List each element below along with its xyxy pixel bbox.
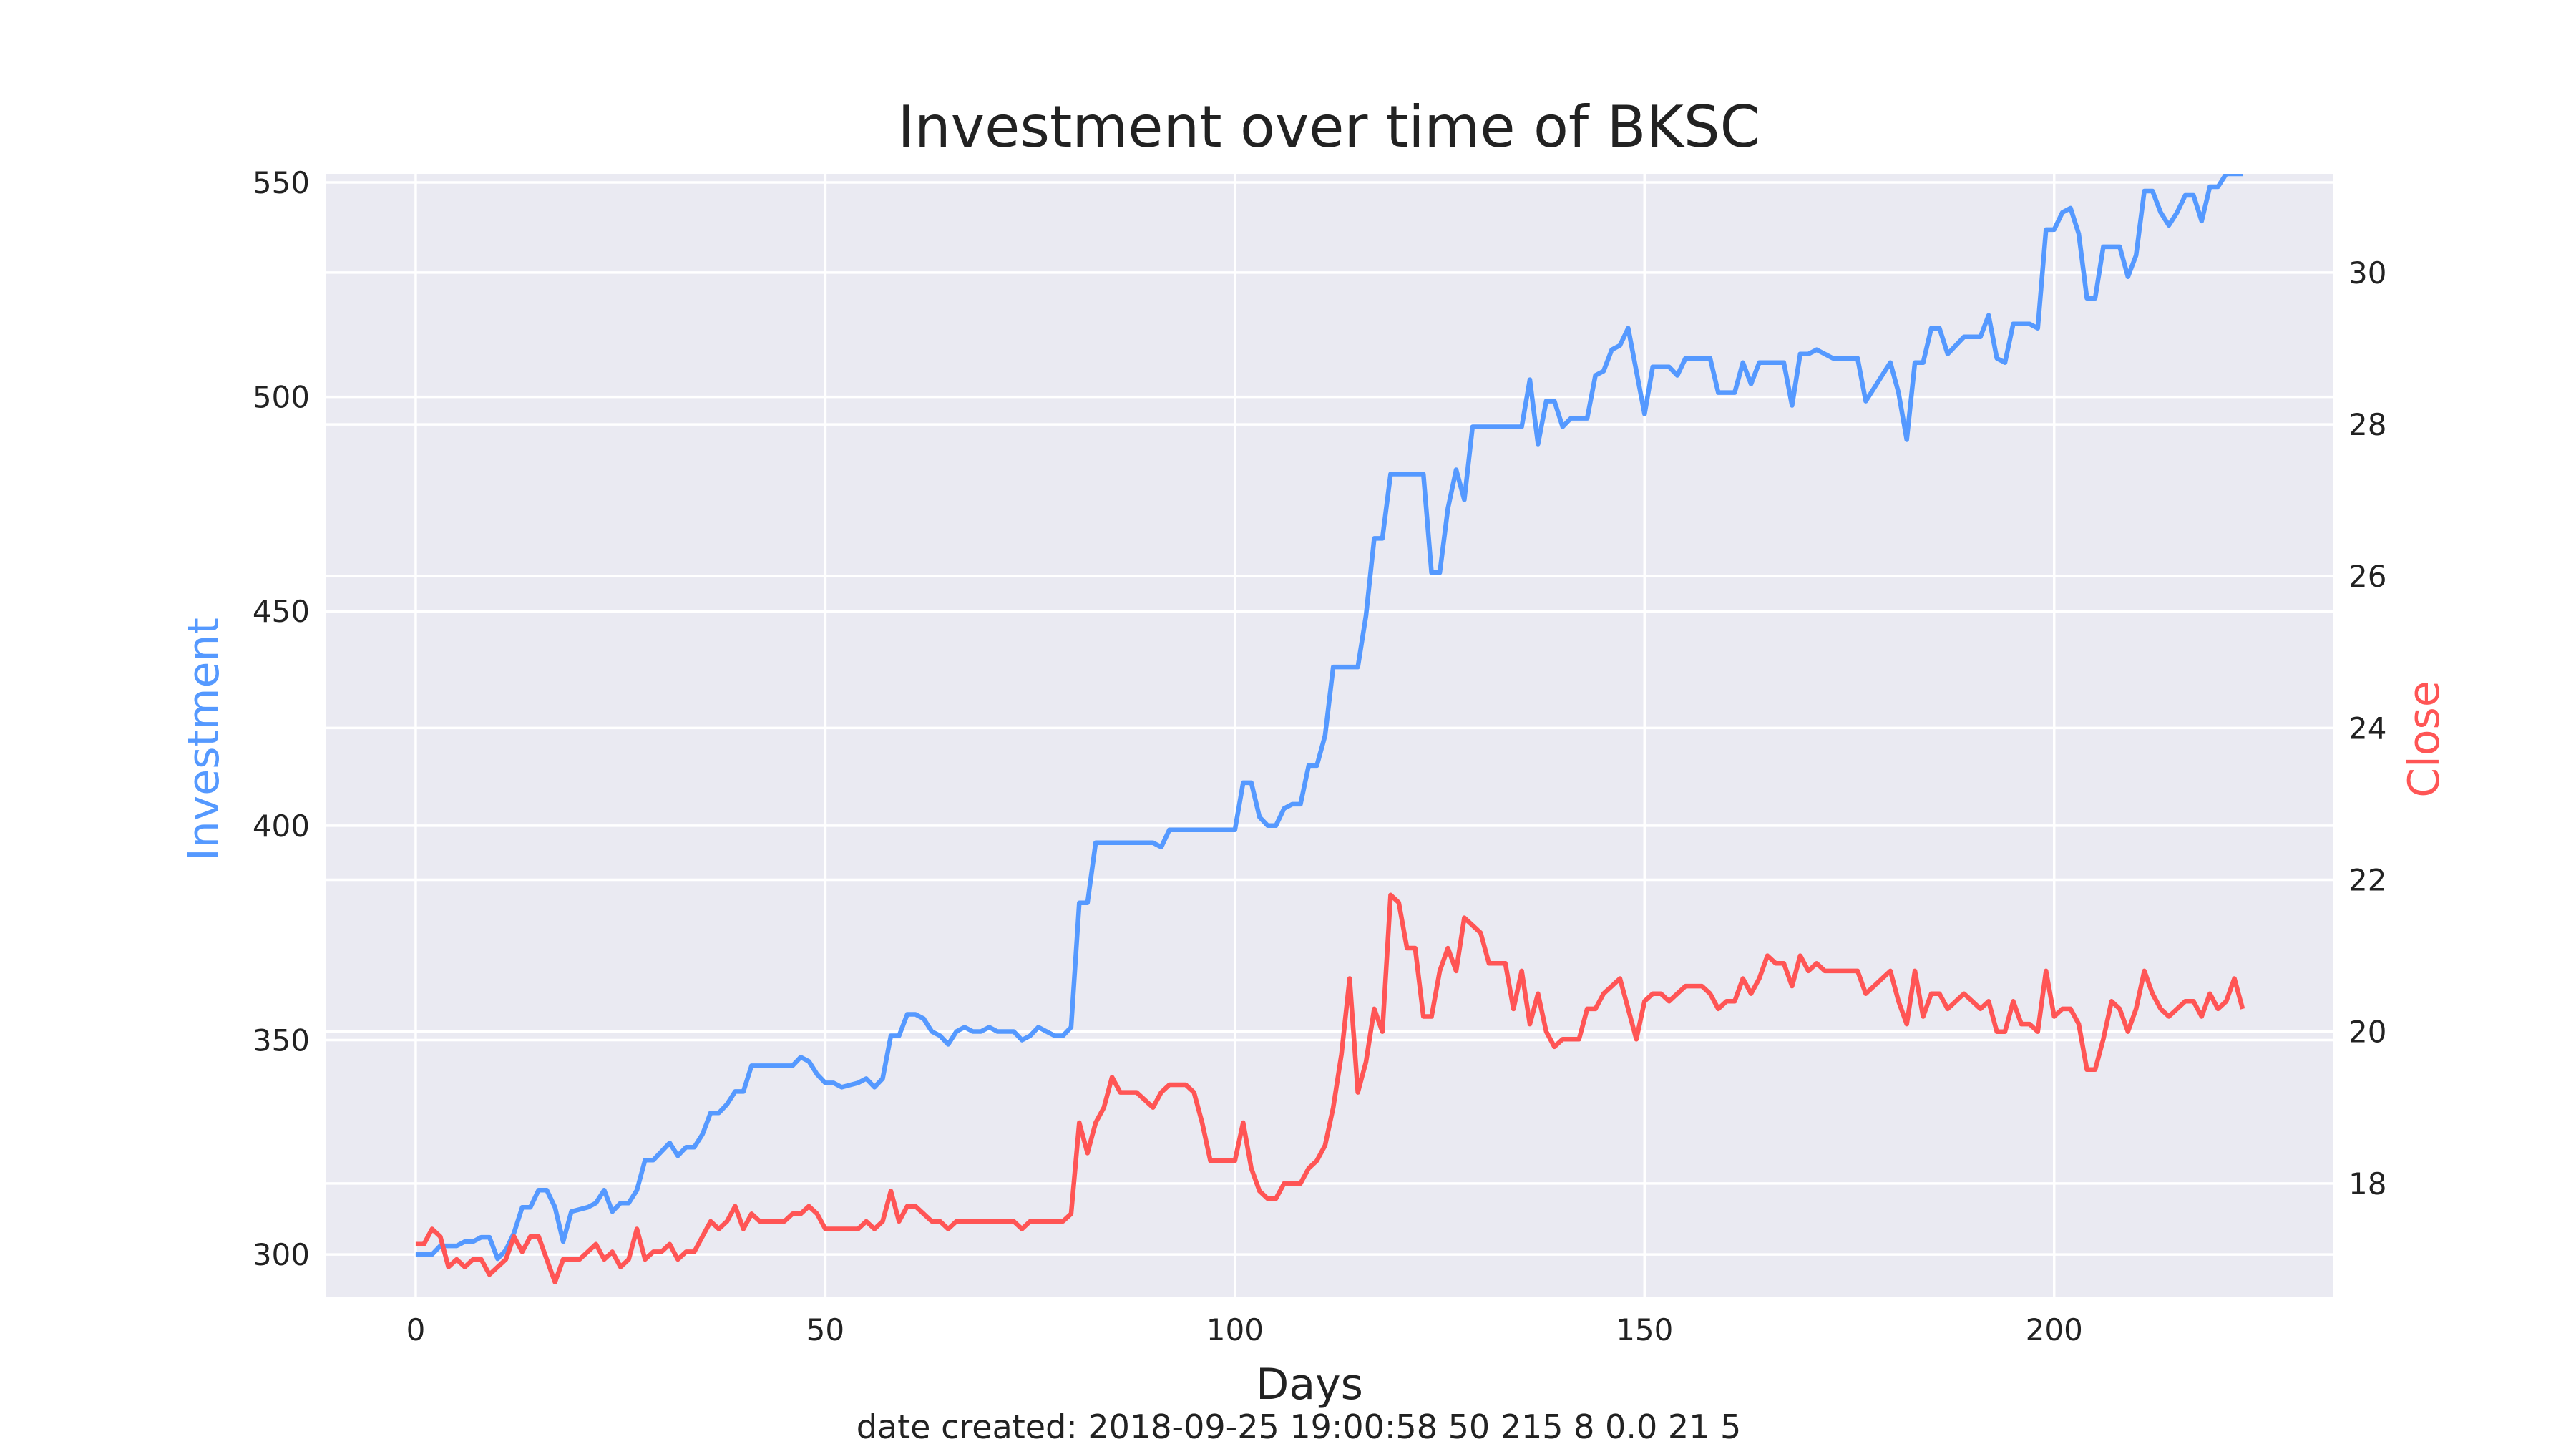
x-grid — [414, 174, 2056, 1297]
left-y-tick-label: 450 — [253, 594, 310, 629]
left-y-tick-label: 300 — [253, 1237, 310, 1272]
left-y-tick-label: 350 — [253, 1023, 310, 1058]
left-y-tick-label: 400 — [253, 809, 310, 844]
left-y-tick-labels: 300 350 400 450 500 550 — [253, 165, 310, 1272]
x-tick-label: 0 — [406, 1312, 426, 1347]
right-y-tick-label: 18 — [2348, 1166, 2386, 1201]
right-y-tick-label: 26 — [2348, 559, 2386, 594]
x-tick-label: 50 — [806, 1312, 844, 1347]
x-tick-labels: 0 50 100 150 200 — [406, 1312, 2083, 1347]
footer-caption: date created: 2018-09-25 19:00:58 50 215… — [857, 1407, 1742, 1446]
right-y-axis-label: Close — [2399, 680, 2449, 797]
right-y-tick-label: 22 — [2348, 863, 2386, 898]
left-y-grid — [326, 181, 2333, 1256]
series-layer — [415, 174, 2245, 1285]
left-y-tick-label: 500 — [253, 380, 310, 415]
left-y-axis-label: Investment — [179, 618, 229, 861]
right-y-tick-label: 28 — [2348, 407, 2386, 442]
investment-series-line — [415, 174, 2243, 1262]
right-y-tick-labels: 18 20 22 24 26 28 30 — [2348, 255, 2386, 1201]
x-tick-label: 200 — [2026, 1312, 2083, 1347]
x-tick-label: 150 — [1616, 1312, 1673, 1347]
left-y-tick-label: 550 — [253, 165, 310, 200]
right-y-tick-label: 30 — [2348, 255, 2386, 291]
right-y-tick-label: 24 — [2348, 711, 2386, 746]
right-y-tick-label: 20 — [2348, 1015, 2386, 1050]
chart-title: Investment over time of BKSC — [897, 94, 1760, 160]
right-y-grid — [326, 271, 2333, 1185]
close-series-line — [415, 892, 2245, 1285]
x-axis-label: Days — [1256, 1360, 1363, 1410]
x-tick-label: 100 — [1206, 1312, 1264, 1347]
